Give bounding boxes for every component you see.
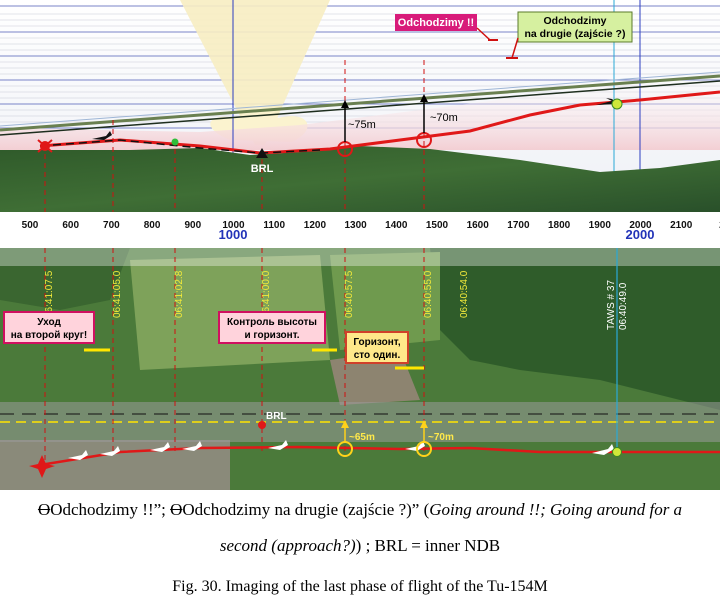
box-go-around xyxy=(3,311,95,344)
figure-caption: Fig. 30. Imaging of the last phase of fl… xyxy=(172,578,548,595)
taws-label-line2: 06:40:49.0 xyxy=(618,282,629,330)
callout-going-around xyxy=(395,14,477,31)
box-go-around-line1: Уход xyxy=(37,317,61,328)
taws-label-line1: TAWS # 37 xyxy=(606,280,617,330)
profile-panel: ~75m ~70m BRL Odchodzimy !! Odchodzimy n… xyxy=(0,0,720,212)
satellite-map-panel: ~65m ~70m BRL 06:41:07.5 06:41:05.0 06:41:… xyxy=(0,248,720,490)
time-label: 06:41:07.5 xyxy=(44,270,55,318)
aircraft-icon xyxy=(92,131,112,140)
axis-tick-label: 1800 xyxy=(548,220,571,231)
taws-marker-map-icon xyxy=(612,447,622,457)
arrow-head-icon xyxy=(420,420,428,428)
axis-tick-label: 800 xyxy=(144,220,161,231)
glide-cone xyxy=(180,0,330,145)
box-control-line1: Контроль высоты xyxy=(227,317,317,328)
glide-path-line xyxy=(0,74,720,132)
field-patch xyxy=(330,252,440,350)
callout-second-line1: Odchodzimy xyxy=(543,15,606,27)
crash-marker xyxy=(37,139,53,153)
axis-tick-label: 1100 xyxy=(263,220,285,231)
brl-marker-map-icon xyxy=(258,421,266,429)
flight-figure: ~75m ~70m BRL Odchodzimy !! Odchodzimy n… xyxy=(0,0,720,490)
brl-triangle-icon xyxy=(256,148,268,158)
caption-translation-part1: Going around !!; Going around for a xyxy=(429,500,683,519)
forest-patch xyxy=(430,248,720,410)
green-marker-icon xyxy=(171,138,179,146)
box-control-line2: и горизонт. xyxy=(245,330,300,341)
box-horizon-line1: Горизонт, xyxy=(353,337,401,348)
callout-pointer-1 xyxy=(476,27,491,41)
axis-tick-label: 1400 xyxy=(385,220,408,231)
caption-strike-mark: O xyxy=(37,500,51,519)
brl-label-map: BRL xyxy=(266,411,287,422)
box-horizon xyxy=(345,331,409,364)
map-deviation-label-1: ~65m xyxy=(349,432,375,443)
callout-going-around-text: Odchodzimy !! xyxy=(398,17,474,29)
caption-translation-part2: second (approach?) xyxy=(219,536,356,555)
caption-tail: ) ; BRL = inner NDB xyxy=(355,536,501,555)
time-label: 06:40:54.0 xyxy=(459,270,470,318)
time-label: 06:40:57.5 xyxy=(344,270,355,318)
arrow-head-icon xyxy=(420,94,428,102)
caption-quote-2: Odchodzimy na drugie (zajście ?)” ( xyxy=(182,500,430,519)
axis-tick-label: 2000 xyxy=(629,220,652,231)
glide-path-lower-line xyxy=(0,80,720,136)
crash-marker-map xyxy=(29,455,55,478)
axis-tick-label: 1900 xyxy=(589,220,612,231)
caption-strike-mark: O xyxy=(170,500,183,519)
distance-axis: 500 600 700 800 900 1000 1100 1200 1300 1400 1500 1… xyxy=(0,212,720,248)
caption-line-1: OOdchodzimy !!”; OOdchodzimy na drugie (… xyxy=(0,500,720,520)
axis-tick-label: 600 xyxy=(62,220,79,231)
time-label: 06:41:00.0 xyxy=(261,270,272,318)
clearance-band xyxy=(0,70,720,150)
axis-tick-label: 1000 xyxy=(222,220,245,231)
arrow-head-icon xyxy=(341,100,349,108)
callout-going-around-second xyxy=(517,11,633,43)
axis-tick-labels: 500 600 700 800 900 1000 1100 1200 1300 1400 1500 1… xyxy=(22,220,720,242)
caption-line-2: second (approach?)) ; BRL = inner NDB xyxy=(0,536,720,556)
axis-tick-label: 500 xyxy=(22,220,39,231)
axis-major-label: 2000 xyxy=(626,227,655,242)
time-label: 06:41:02.8 xyxy=(174,270,185,318)
deviation-label-2: ~70m xyxy=(430,112,458,124)
terrain-profile xyxy=(0,146,720,212)
recorded-track-profile xyxy=(39,139,321,154)
brl-label-profile: BRL xyxy=(251,163,274,175)
box-altitude-control xyxy=(218,311,326,344)
time-labels: 06:41:07.5 06:41:05.0 06:41:02.8 06:41:00.0… xyxy=(44,270,470,318)
axis-tick-label: 900 xyxy=(184,220,201,231)
callout-second-line2: na drugie (zajście ?) xyxy=(525,28,626,40)
glide-path-upper-line xyxy=(0,71,720,127)
time-label: 06:40:55.0 xyxy=(423,270,434,318)
flight-track-map xyxy=(39,445,720,467)
village-patch xyxy=(0,440,230,490)
deviation-label-1: ~75m xyxy=(348,119,376,131)
axis-tick-label: 700 xyxy=(103,220,120,231)
arrow-head-icon xyxy=(341,420,349,428)
aircraft-icons-map xyxy=(68,440,614,460)
axis-tick-label: 1600 xyxy=(467,220,490,231)
box-horizon-line2: сто один. xyxy=(354,350,401,361)
axis-tick-label: 1700 xyxy=(507,220,530,231)
taws-marker-icon xyxy=(611,98,623,110)
forest-patch xyxy=(0,248,130,310)
caption-quote-1: Odchodzimy !!”; xyxy=(50,500,171,519)
axis-tick-label: 1300 xyxy=(344,220,367,231)
map-deviation-label-2: ~70m xyxy=(428,432,454,443)
callout-pointer-2 xyxy=(511,37,519,59)
axis-tick-label: 1200 xyxy=(304,220,327,231)
box-go-around-line2: на второй круг! xyxy=(11,330,87,341)
axis-major-label: 1000 xyxy=(219,227,248,242)
time-label: 06:41:05.0 xyxy=(112,270,123,318)
axis-tick-label: 1500 xyxy=(426,220,449,231)
axis-tick-label: 2100 xyxy=(670,220,693,231)
